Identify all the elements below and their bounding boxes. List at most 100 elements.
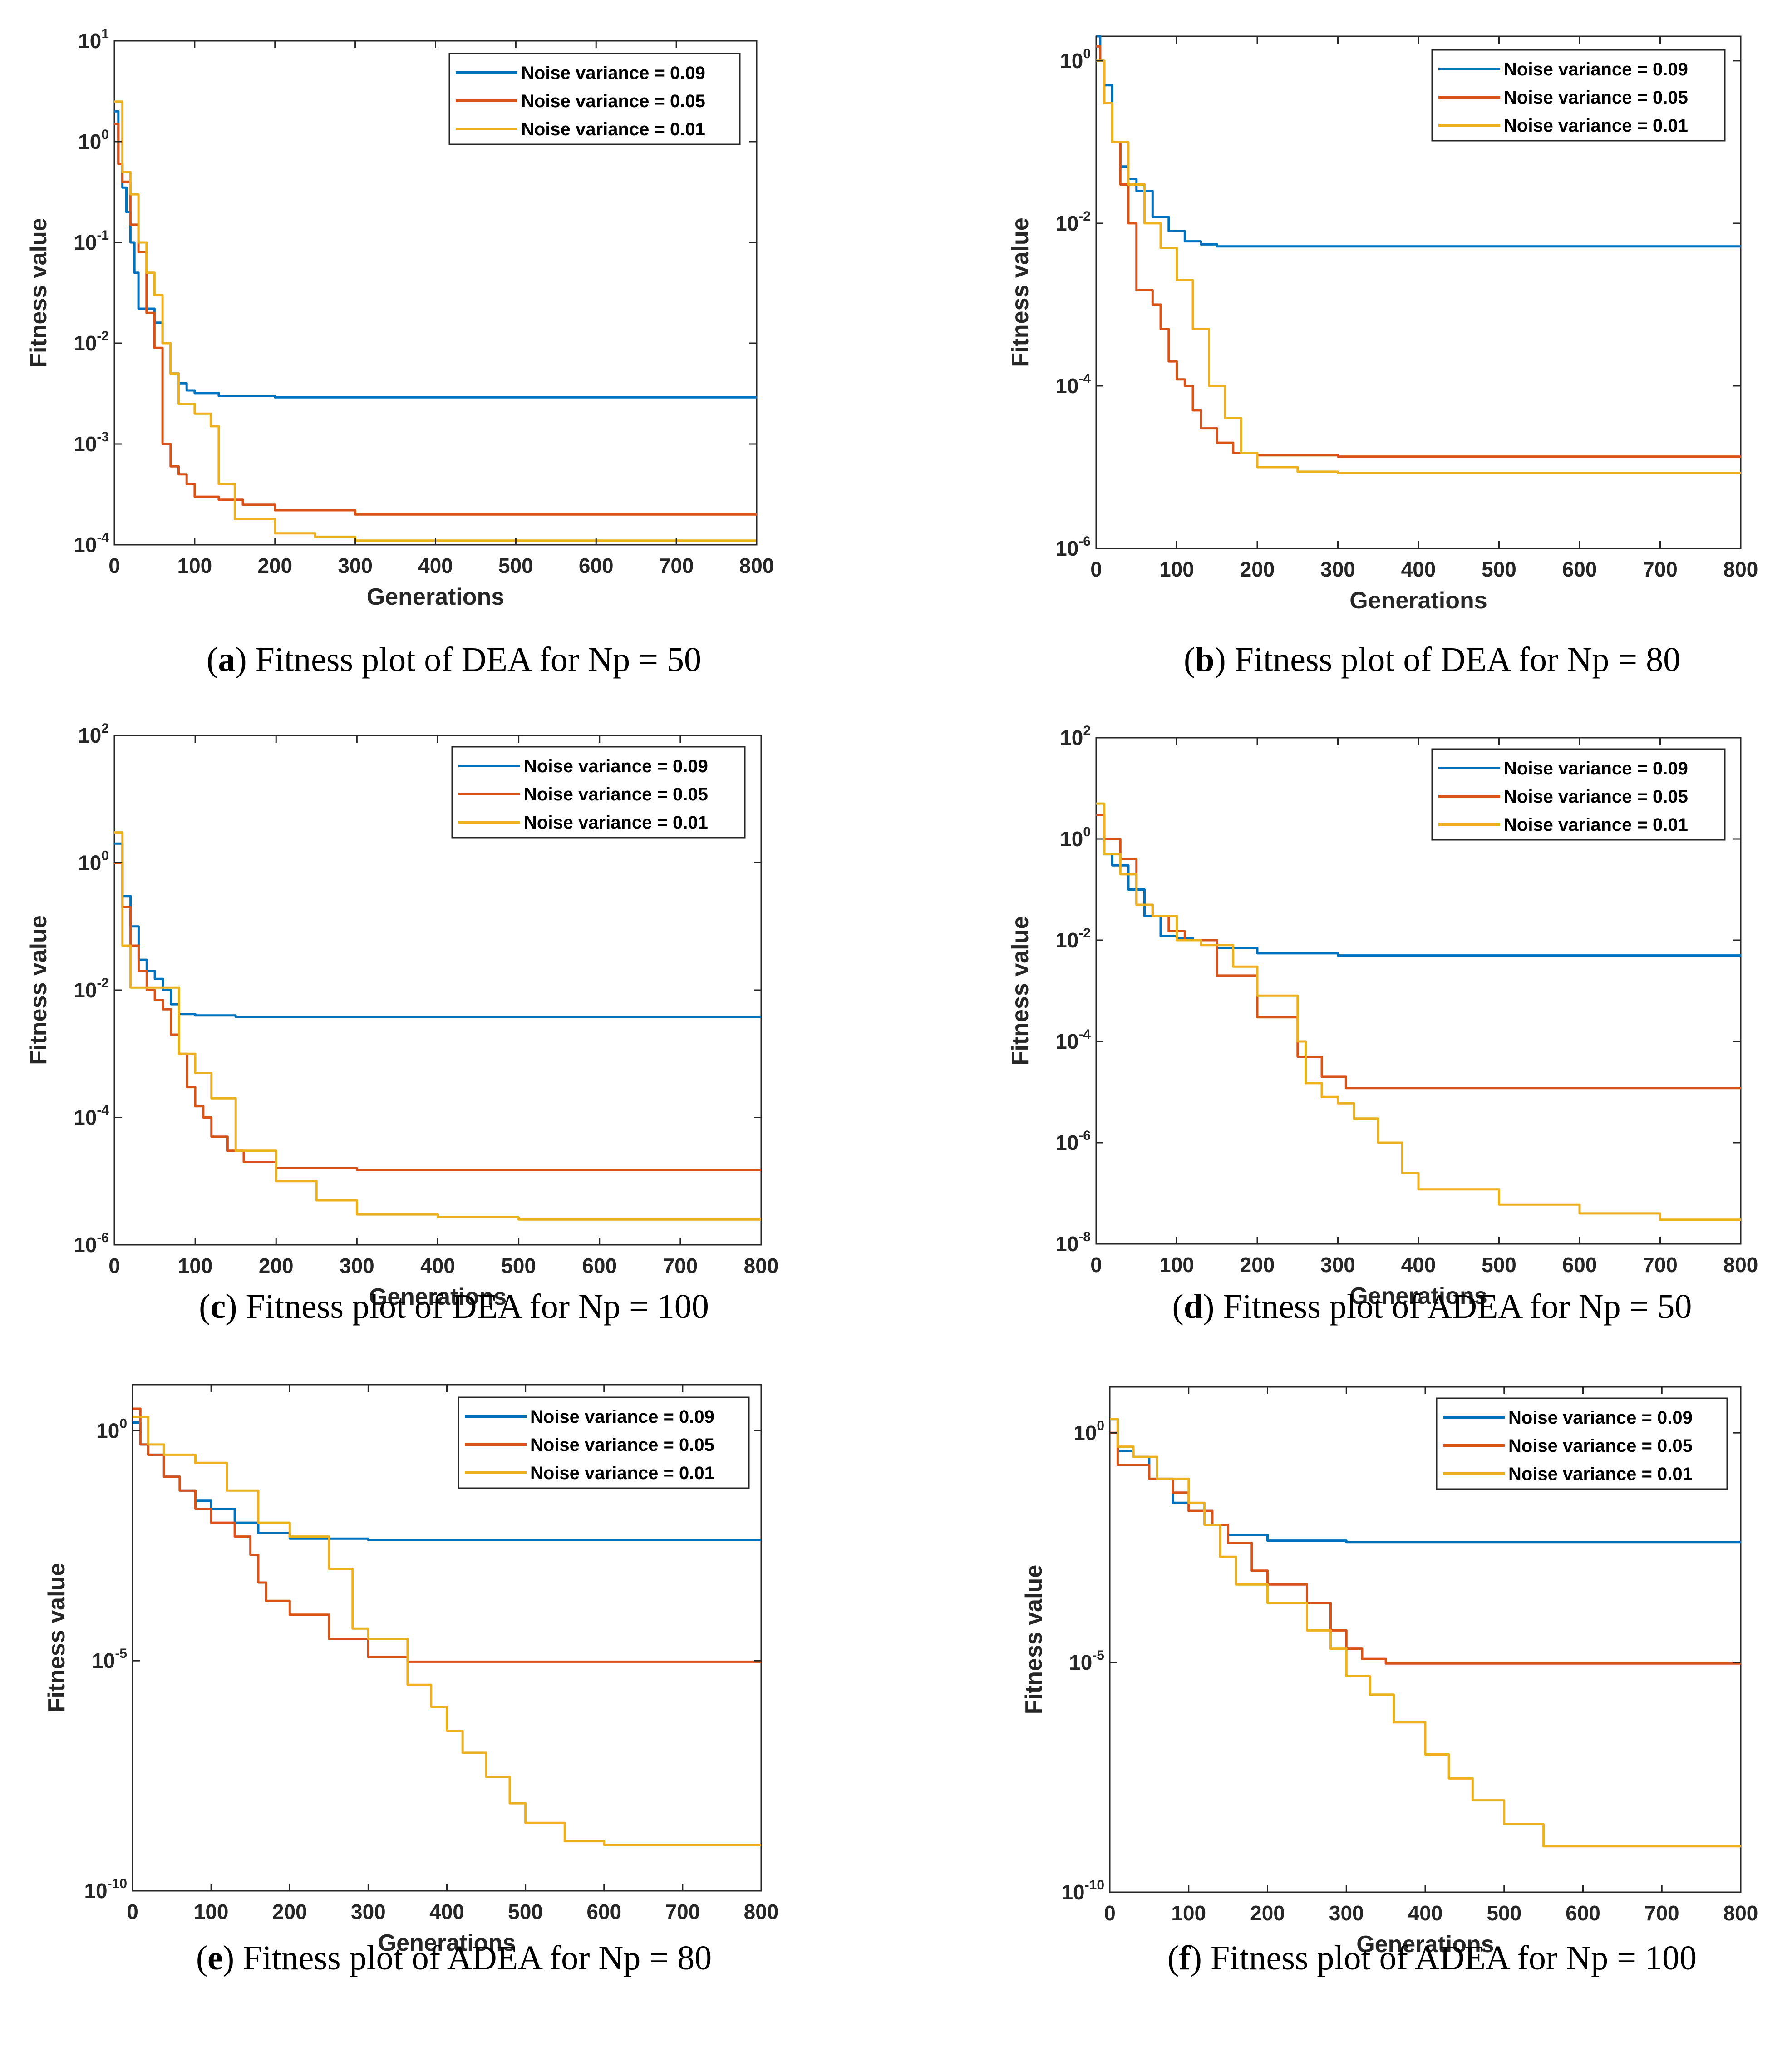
- y-tick-label: 10-4: [74, 1103, 109, 1130]
- x-tick-label: 700: [665, 1900, 700, 1924]
- x-tick-label: 200: [259, 1254, 294, 1278]
- legend-entry-2: Noise variance = 0.01: [521, 119, 705, 139]
- caption-letter: d: [1183, 1287, 1203, 1326]
- y-tick-label: 100: [1060, 824, 1091, 851]
- series-line-2: [1096, 802, 1741, 1221]
- y-tick-label: 10-5: [1069, 1648, 1104, 1674]
- x-axis-label: Generations: [369, 1284, 507, 1310]
- legend: Noise variance = 0.09 Noise variance = 0.…: [1431, 49, 1726, 142]
- x-tick-label: 0: [1104, 1901, 1116, 1925]
- y-axis-label: Fitness value: [25, 218, 52, 367]
- legend-entry-0: Noise variance = 0.09: [524, 756, 708, 776]
- x-tick-label: 200: [1240, 1253, 1275, 1277]
- y-tick-label: 10-4: [1055, 371, 1091, 398]
- y-tick-label: 10-5: [92, 1646, 127, 1672]
- legend-entry-0: Noise variance = 0.09: [1504, 759, 1688, 779]
- panel-caption-b: (b) Fitness plot of DEA for Np = 80: [1183, 641, 1681, 679]
- y-tick-label: 10-6: [1055, 1128, 1091, 1154]
- caption-letter: f: [1179, 1939, 1191, 1977]
- legend-entry-2: Noise variance = 0.01: [1504, 815, 1688, 835]
- x-tick-label: 100: [178, 1254, 213, 1278]
- x-tick-label: 400: [420, 1254, 455, 1278]
- y-axis-label: Fitness value: [25, 915, 52, 1065]
- x-tick-label: 100: [1159, 557, 1194, 581]
- x-tick-label: 700: [659, 554, 694, 577]
- x-tick-label: 300: [338, 554, 373, 577]
- x-tick-label: 300: [340, 1254, 374, 1278]
- x-tick-label: 200: [272, 1900, 307, 1924]
- legend-entry-1: Noise variance = 0.05: [521, 91, 705, 111]
- legend-entry-0: Noise variance = 0.09: [521, 63, 705, 83]
- legend: Noise variance = 0.09 Noise variance = 0.…: [451, 746, 746, 839]
- y-axis-label: Fitness value: [1021, 1565, 1047, 1714]
- y-tick-label: 102: [78, 721, 109, 747]
- legend-entry-1: Noise variance = 0.05: [1508, 1436, 1693, 1456]
- x-tick-label: 500: [1482, 557, 1516, 581]
- x-tick-label: 500: [508, 1900, 543, 1924]
- x-tick-label: 800: [1723, 557, 1758, 581]
- x-tick-label: 0: [1090, 1253, 1102, 1277]
- legend-box: [458, 1396, 750, 1489]
- x-tick-label: 100: [177, 554, 212, 577]
- y-axis-label: Fitness value: [44, 1563, 70, 1712]
- panel-caption-d: (d) Fitness plot of ADEA for Np = 50: [1172, 1287, 1692, 1326]
- panel-caption-e: (e) Fitness plot of ADEA for Np = 80: [196, 1939, 712, 1977]
- x-axis-label: Generations: [1349, 1283, 1487, 1309]
- series-line-1: [114, 123, 757, 516]
- series-line-2: [114, 831, 761, 1221]
- y-tick-label: 102: [1060, 723, 1091, 750]
- legend: Noise variance = 0.09 Noise variance = 0.…: [458, 1396, 750, 1489]
- legend-entry-1: Noise variance = 0.05: [1504, 88, 1688, 108]
- x-tick-label: 600: [1566, 1901, 1600, 1925]
- x-tick-label: 400: [418, 554, 453, 577]
- caption-text: Fitness plot of ADEA for Np = 80: [234, 1939, 712, 1977]
- y-tick-label: 10-2: [74, 976, 109, 1002]
- x-tick-label: 500: [1487, 1901, 1521, 1925]
- series-line-2: [1110, 1418, 1741, 1848]
- series-line-2: [133, 1416, 761, 1846]
- x-tick-label: 100: [1171, 1901, 1206, 1925]
- caption-letter: b: [1195, 641, 1215, 679]
- x-tick-label: 600: [579, 554, 614, 577]
- x-tick-label: 300: [1320, 557, 1355, 581]
- x-axis-label: Generations: [367, 584, 504, 610]
- x-tick-label: 400: [429, 1900, 464, 1924]
- caption-text: Fitness plot of ADEA for Np = 50: [1214, 1287, 1692, 1326]
- series-line-1: [133, 1407, 761, 1663]
- series-line-2: [114, 100, 757, 542]
- y-tick-label: 10-10: [1061, 1878, 1104, 1904]
- x-tick-label: 500: [1482, 1253, 1516, 1277]
- x-tick-label: 800: [739, 554, 774, 577]
- x-tick-label: 500: [498, 554, 533, 577]
- x-tick-label: 300: [1329, 1901, 1364, 1925]
- x-tick-label: 700: [1643, 1253, 1678, 1277]
- y-tick-label: 100: [78, 848, 109, 875]
- y-tick-label: 10-1: [74, 228, 109, 254]
- y-tick-label: 10-4: [1055, 1027, 1091, 1053]
- y-tick-label: 100: [1060, 46, 1091, 73]
- x-tick-label: 400: [1408, 1901, 1443, 1925]
- legend: Noise variance = 0.09 Noise variance = 0.…: [1431, 748, 1726, 841]
- x-tick-label: 800: [744, 1900, 779, 1924]
- y-tick-label: 10-10: [84, 1876, 127, 1903]
- x-tick-label: 600: [586, 1900, 621, 1924]
- legend-entry-2: Noise variance = 0.01: [1508, 1464, 1693, 1484]
- y-axis-label: Fitness value: [1007, 217, 1034, 367]
- y-tick-label: 10-3: [74, 429, 109, 456]
- x-tick-label: 400: [1401, 557, 1436, 581]
- legend: Noise variance = 0.09 Noise variance = 0.…: [1436, 1397, 1728, 1490]
- x-tick-label: 200: [1240, 557, 1275, 581]
- panel-caption-c: (c) Fitness plot of DEA for Np = 100: [199, 1287, 709, 1326]
- series-line-2: [1096, 59, 1741, 474]
- x-tick-label: 400: [1401, 1253, 1436, 1277]
- y-tick-label: 101: [78, 26, 109, 53]
- x-tick-label: 0: [127, 1900, 138, 1924]
- caption-text: Fitness plot of DEA for Np = 80: [1226, 641, 1681, 679]
- x-tick-label: 0: [108, 554, 120, 577]
- x-tick-label: 0: [108, 1254, 120, 1278]
- y-tick-label: 10-2: [74, 329, 109, 355]
- x-tick-label: 200: [257, 554, 292, 577]
